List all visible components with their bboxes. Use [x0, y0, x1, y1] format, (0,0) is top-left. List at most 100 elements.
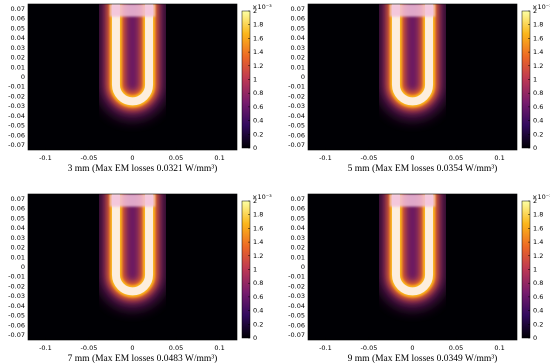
- y-tick-label: 0.05: [11, 24, 25, 32]
- y-tick-label: 0.07: [11, 5, 25, 13]
- y-tick-label: -0.06: [288, 131, 305, 139]
- y-tick-label: -0.07: [288, 331, 305, 339]
- colorbar-tick-label: 0.4: [253, 117, 263, 125]
- colorbar-tick-label: 1.6: [533, 34, 543, 42]
- y-tick-label: 0: [301, 263, 305, 271]
- x-tick-label: 0.1: [214, 154, 224, 162]
- colorbar-tick-label: 0: [533, 334, 537, 342]
- core: [111, 194, 154, 296]
- x-tick-label: -0.1: [39, 344, 52, 352]
- y-tick-label: -0.05: [288, 122, 305, 130]
- y-tick-label: 0.05: [11, 214, 25, 222]
- colorbar-tick-label: 1.4: [253, 48, 263, 56]
- colorbar-label: ×10⁻³: [532, 3, 550, 11]
- colorbar-tick-label: 1.2: [253, 62, 263, 70]
- x-tick-label: -0.1: [39, 154, 52, 162]
- y-tick-label: -0.03: [8, 292, 25, 300]
- colorbar-tick-label: 0: [253, 334, 257, 342]
- colorbar-tick-label: 1.2: [533, 62, 543, 70]
- x-tick-label: 0.05: [449, 344, 463, 352]
- y-tick-label: 0.04: [291, 34, 305, 42]
- heatmap: [378, 194, 447, 309]
- colorbar-tick-label: 0.8: [253, 279, 263, 287]
- y-tick-label: -0.05: [8, 312, 25, 320]
- y-tick-label: -0.04: [8, 112, 25, 120]
- y-tick-label: 0.03: [291, 234, 305, 242]
- core: [391, 194, 434, 296]
- core: [111, 4, 154, 106]
- y-tick-label: -0.02: [8, 282, 25, 290]
- y-tick-label: -0.07: [8, 331, 25, 339]
- x-tick-label: 0.05: [449, 154, 463, 162]
- colorbar-tick-label: 0.6: [253, 103, 263, 111]
- caption: 9 mm (Max EM losses 0.0349 W/mm³): [348, 353, 498, 363]
- colorbar-tick-label: 1.4: [533, 238, 543, 246]
- x-tick-label: 0.1: [494, 344, 504, 352]
- colorbar-label: ×10⁻³: [252, 3, 272, 11]
- y-tick-label: -0.04: [8, 302, 25, 310]
- y-tick-label: 0: [21, 73, 25, 81]
- colorbar-tick-label: 1: [253, 266, 257, 274]
- colorbar-tick-label: 0.6: [253, 293, 263, 301]
- x-tick-label: -0.05: [361, 154, 378, 162]
- top-block: [109, 194, 156, 207]
- y-tick-label: 0.05: [291, 214, 305, 222]
- x-tick-label: -0.05: [81, 154, 98, 162]
- y-tick-label: 0.02: [11, 244, 25, 252]
- y-tick-label: 0: [301, 73, 305, 81]
- y-tick-label: -0.03: [8, 102, 25, 110]
- colorbar-tick-label: 2: [533, 197, 537, 205]
- y-tick-label: -0.04: [288, 112, 305, 120]
- colorbar-tick-label: 0: [533, 144, 537, 152]
- colorbar-tick-label: 0.8: [533, 89, 543, 97]
- y-tick-label: 0.07: [291, 5, 305, 13]
- colorbar-tick-label: 1.6: [253, 224, 263, 232]
- panel: 0.070.060.050.040.030.020.010-0.01-0.02-…: [288, 193, 550, 363]
- caption: 3 mm (Max EM losses 0.0321 W/mm³): [68, 163, 218, 174]
- y-tick-label: -0.06: [8, 321, 25, 329]
- colorbar-label: ×10⁻³: [532, 193, 550, 201]
- colorbar-tick-label: 2: [533, 7, 537, 15]
- y-tick-label: -0.02: [288, 92, 305, 100]
- y-tick-label: -0.01: [8, 273, 25, 281]
- y-tick-label: 0.06: [11, 205, 25, 213]
- y-tick-label: 0.03: [11, 44, 25, 52]
- y-tick-label: -0.03: [288, 292, 305, 300]
- y-tick-label: 0.02: [291, 244, 305, 252]
- y-tick-label: 0.03: [291, 44, 305, 52]
- colorbar-tick-label: 0.6: [533, 103, 543, 111]
- colorbar-tick-label: 0.2: [253, 130, 263, 138]
- top-block: [109, 4, 156, 17]
- y-tick-label: -0.01: [288, 273, 305, 281]
- top-block: [389, 4, 436, 17]
- heatmap: [378, 4, 447, 119]
- panel: 0.070.060.050.040.030.020.010-0.01-0.02-…: [288, 3, 550, 174]
- colorbar-tick-label: 0.4: [533, 117, 543, 125]
- y-tick-label: -0.02: [8, 92, 25, 100]
- x-tick-label: -0.1: [319, 154, 332, 162]
- colorbar-tick-label: 0.2: [533, 320, 543, 328]
- x-tick-label: 0.05: [169, 154, 183, 162]
- x-tick-label: 0.05: [169, 344, 183, 352]
- colorbar-tick-label: 1.8: [533, 211, 543, 219]
- y-tick-label: 0.02: [291, 54, 305, 62]
- y-tick-label: 0.04: [11, 34, 25, 42]
- colorbar-tick-label: 0.2: [253, 320, 263, 328]
- colorbar-tick-label: 0.8: [253, 89, 263, 97]
- y-tick-label: 0.07: [291, 195, 305, 203]
- top-block: [389, 194, 436, 207]
- x-tick-label: 0.1: [494, 154, 504, 162]
- y-tick-label: 0.01: [291, 253, 305, 261]
- y-tick-label: 0.04: [11, 224, 25, 232]
- x-tick-label: -0.05: [81, 344, 98, 352]
- colorbar-tick-label: 1.4: [253, 238, 263, 246]
- colorbar-tick-label: 0.8: [533, 279, 543, 287]
- colorbar-tick-label: 2: [253, 197, 257, 205]
- heatmap: [98, 4, 167, 119]
- caption: 7 mm (Max EM losses 0.0483 W/mm³): [68, 353, 218, 363]
- y-tick-label: 0.01: [291, 63, 305, 71]
- y-tick-label: -0.06: [288, 321, 305, 329]
- colorbar-tick-label: 1: [533, 76, 537, 84]
- colorbar-tick-label: 1.2: [253, 252, 263, 260]
